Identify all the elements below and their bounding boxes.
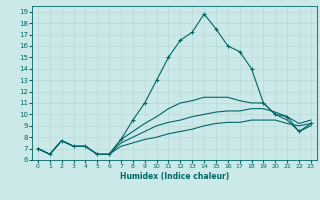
X-axis label: Humidex (Indice chaleur): Humidex (Indice chaleur) — [120, 172, 229, 181]
